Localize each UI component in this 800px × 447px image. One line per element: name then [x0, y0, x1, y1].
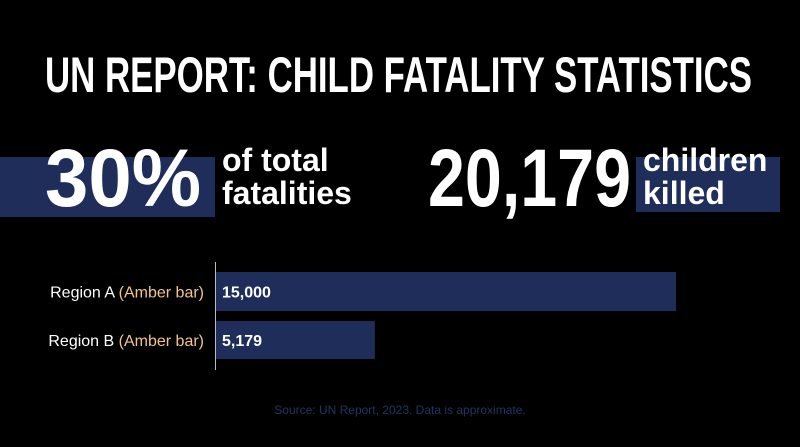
source: Source: UN Report, 2023. Data is approxi… [274, 403, 525, 417]
category-note: (Amber bar) [119, 333, 204, 350]
value-label: 15,000 [222, 285, 271, 302]
stat-text: killed [643, 175, 725, 211]
category-label: Region A (Amber bar) [50, 285, 204, 302]
stat-value: 30% [45, 133, 201, 224]
category-label: Region B (Amber bar) [48, 333, 204, 350]
stat-band [636, 157, 780, 212]
category-note: (Amber bar) [119, 285, 204, 302]
value-label: 5,179 [222, 333, 262, 350]
stat-band [0, 157, 215, 217]
bar [216, 272, 676, 311]
bars: Region A (Amber bar) 15,000 Region B (Ambe… [48, 272, 676, 359]
stat-text: of total [222, 142, 329, 178]
bar [216, 321, 375, 359]
stat-text: children [643, 142, 767, 178]
category-name: Region A [50, 285, 115, 302]
stat-value: 20,179 [428, 133, 631, 224]
category-name: Region B [48, 333, 114, 350]
title: UN REPORT: CHILD FATALITY STATISTICS [45, 47, 752, 103]
stat-text: fatalities [222, 175, 352, 211]
